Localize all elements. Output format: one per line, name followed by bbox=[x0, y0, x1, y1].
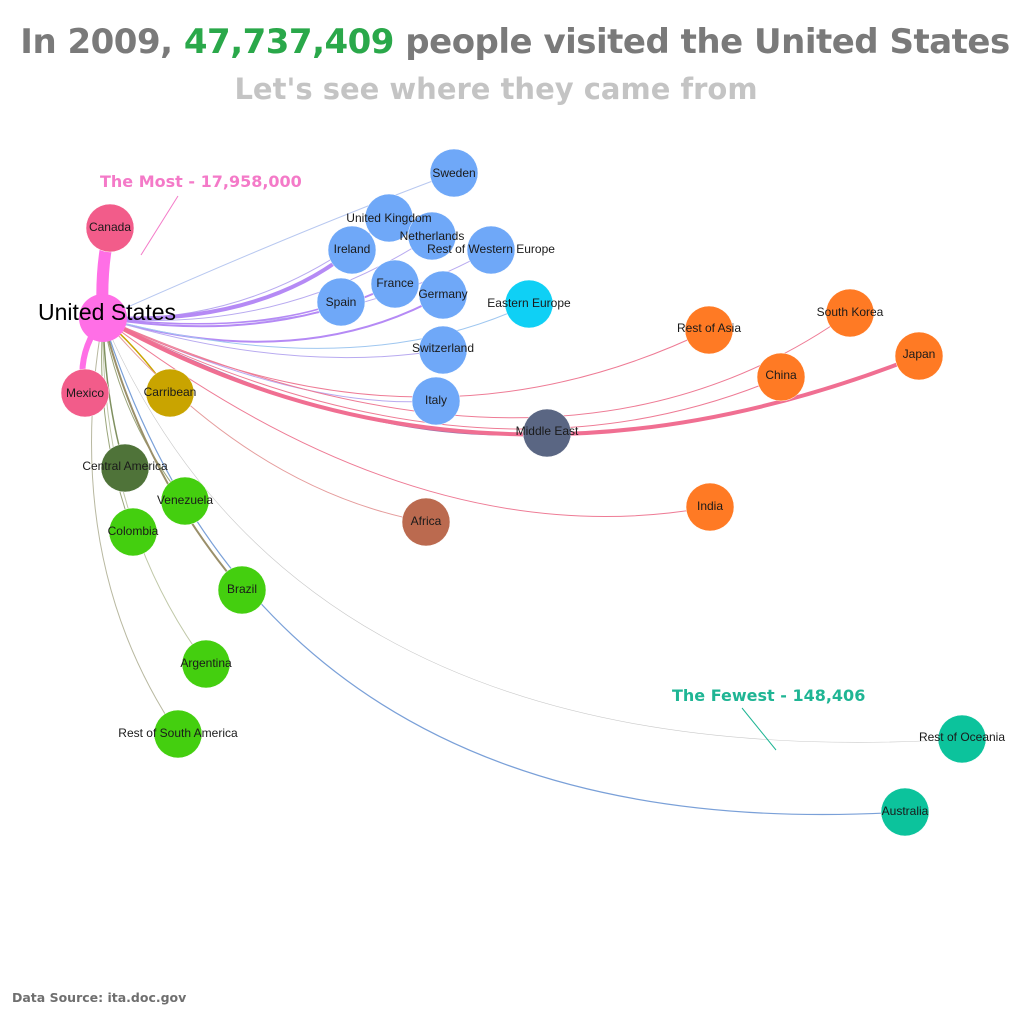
edge-switzerland bbox=[102, 317, 444, 359]
node-sweden[interactable] bbox=[429, 148, 479, 198]
edge-sweden bbox=[102, 172, 455, 319]
node-france[interactable] bbox=[370, 259, 420, 309]
label-netherlands: Netherlands bbox=[400, 229, 465, 243]
node-mexico[interactable] bbox=[60, 368, 110, 418]
label-colombia: Colombia bbox=[108, 524, 159, 538]
label-ireland: Ireland bbox=[334, 242, 371, 256]
label-south_korea: South Korea bbox=[817, 305, 884, 319]
label-spain: Spain bbox=[326, 295, 357, 309]
edge-china bbox=[102, 317, 782, 430]
node-row_europe[interactable] bbox=[466, 225, 516, 275]
most-annotation: The Most - 17,958,000 bbox=[100, 172, 302, 191]
edge-venezuela bbox=[102, 317, 186, 502]
fewest-annotation: The Fewest - 148,406 bbox=[672, 686, 865, 705]
title-suffix: people visited the United States bbox=[393, 22, 1010, 62]
edge-japan bbox=[101, 316, 921, 437]
node-ireland[interactable] bbox=[327, 225, 377, 275]
data-source: Data Source: ita.doc.gov bbox=[12, 990, 187, 1005]
label-eastern_europe: Eastern Europe bbox=[487, 296, 571, 310]
fewest-annotation-line bbox=[741, 707, 777, 751]
page-title: In 2009, 47,737,409 people visited the U… bbox=[0, 22, 1024, 62]
node-eastern_europe[interactable] bbox=[504, 279, 554, 329]
edge-argentina bbox=[102, 317, 207, 665]
node-canada[interactable] bbox=[85, 203, 135, 253]
node-rest_asia[interactable] bbox=[684, 305, 734, 355]
label-italy: Italy bbox=[425, 393, 447, 407]
label-india: India bbox=[697, 499, 723, 513]
node-spain[interactable] bbox=[316, 277, 366, 327]
title-prefix: In 2009, bbox=[20, 22, 184, 62]
node-uk[interactable] bbox=[364, 193, 414, 243]
label-australia: Australia bbox=[882, 804, 929, 818]
most-annotation-line bbox=[140, 195, 179, 256]
label-mexico: Mexico bbox=[66, 386, 104, 400]
label-rest_south_america: Rest of South America bbox=[118, 726, 238, 740]
node-switzerland[interactable] bbox=[418, 325, 468, 375]
node-netherlands[interactable] bbox=[407, 211, 457, 261]
label-brazil: Brazil bbox=[227, 582, 257, 596]
edge-rest_oceania bbox=[102, 317, 963, 743]
edge-spain bbox=[102, 301, 342, 325]
label-united-states: United States bbox=[38, 299, 176, 325]
label-caribbean: Carribean bbox=[144, 385, 197, 399]
node-central_america[interactable] bbox=[100, 443, 150, 493]
node-south_korea[interactable] bbox=[825, 288, 875, 338]
label-argentina: Argentina bbox=[180, 656, 232, 670]
edge-colombia bbox=[101, 317, 134, 533]
label-rest_asia: Rest of Asia bbox=[677, 321, 741, 335]
page-subtitle: Let's see where they came from bbox=[234, 72, 758, 106]
edge-germany bbox=[102, 294, 444, 343]
edge-india bbox=[102, 317, 711, 517]
node-australia[interactable] bbox=[880, 787, 930, 837]
node-japan[interactable] bbox=[894, 331, 944, 381]
node-united-states[interactable] bbox=[79, 294, 127, 342]
edge-ireland bbox=[101, 248, 354, 321]
label-africa: Africa bbox=[411, 514, 442, 528]
node-venezuela[interactable] bbox=[160, 476, 210, 526]
edge-eastern_europe bbox=[102, 303, 530, 349]
node-rest_south_america[interactable] bbox=[153, 709, 203, 759]
annotation-lines bbox=[140, 195, 777, 751]
edge-netherlands bbox=[102, 235, 433, 321]
edge-brazil bbox=[102, 317, 243, 591]
label-middle_east: Middle East bbox=[516, 424, 579, 438]
node-brazil[interactable] bbox=[217, 565, 267, 615]
label-uk: United Kingdom bbox=[346, 211, 431, 225]
label-row_europe: Rest of Western Europe bbox=[427, 242, 555, 256]
label-germany: Germany bbox=[418, 287, 467, 301]
label-japan: Japan bbox=[903, 347, 936, 361]
label-sweden: Sweden bbox=[432, 166, 475, 180]
total-visitors: 47,737,409 bbox=[183, 22, 395, 62]
node-italy[interactable] bbox=[411, 376, 461, 426]
edge-africa bbox=[102, 317, 427, 523]
node-argentina[interactable] bbox=[181, 639, 231, 689]
label-canada: Canada bbox=[89, 220, 131, 234]
edges bbox=[79, 172, 963, 816]
label-rest_oceania: Rest of Oceania bbox=[919, 730, 1005, 744]
label-china: China bbox=[765, 368, 797, 382]
node-labels: Canada Mexico Sweden United Kingdom Netherla… bbox=[38, 166, 1005, 818]
node-africa[interactable] bbox=[401, 497, 451, 547]
node-caribbean[interactable] bbox=[145, 368, 195, 418]
edge-australia bbox=[102, 317, 906, 816]
label-france: France bbox=[376, 276, 414, 290]
label-venezuela: Venezuela bbox=[157, 493, 213, 507]
node-germany[interactable] bbox=[418, 270, 468, 320]
node-india[interactable] bbox=[685, 482, 735, 532]
label-central_america: Central America bbox=[82, 459, 168, 473]
node-colombia[interactable] bbox=[108, 507, 158, 557]
node-china[interactable] bbox=[756, 352, 806, 402]
label-switzerland: Switzerland bbox=[412, 341, 474, 355]
node-middle_east[interactable] bbox=[522, 408, 572, 458]
nodes bbox=[60, 148, 987, 837]
node-rest_oceania[interactable] bbox=[937, 714, 987, 764]
